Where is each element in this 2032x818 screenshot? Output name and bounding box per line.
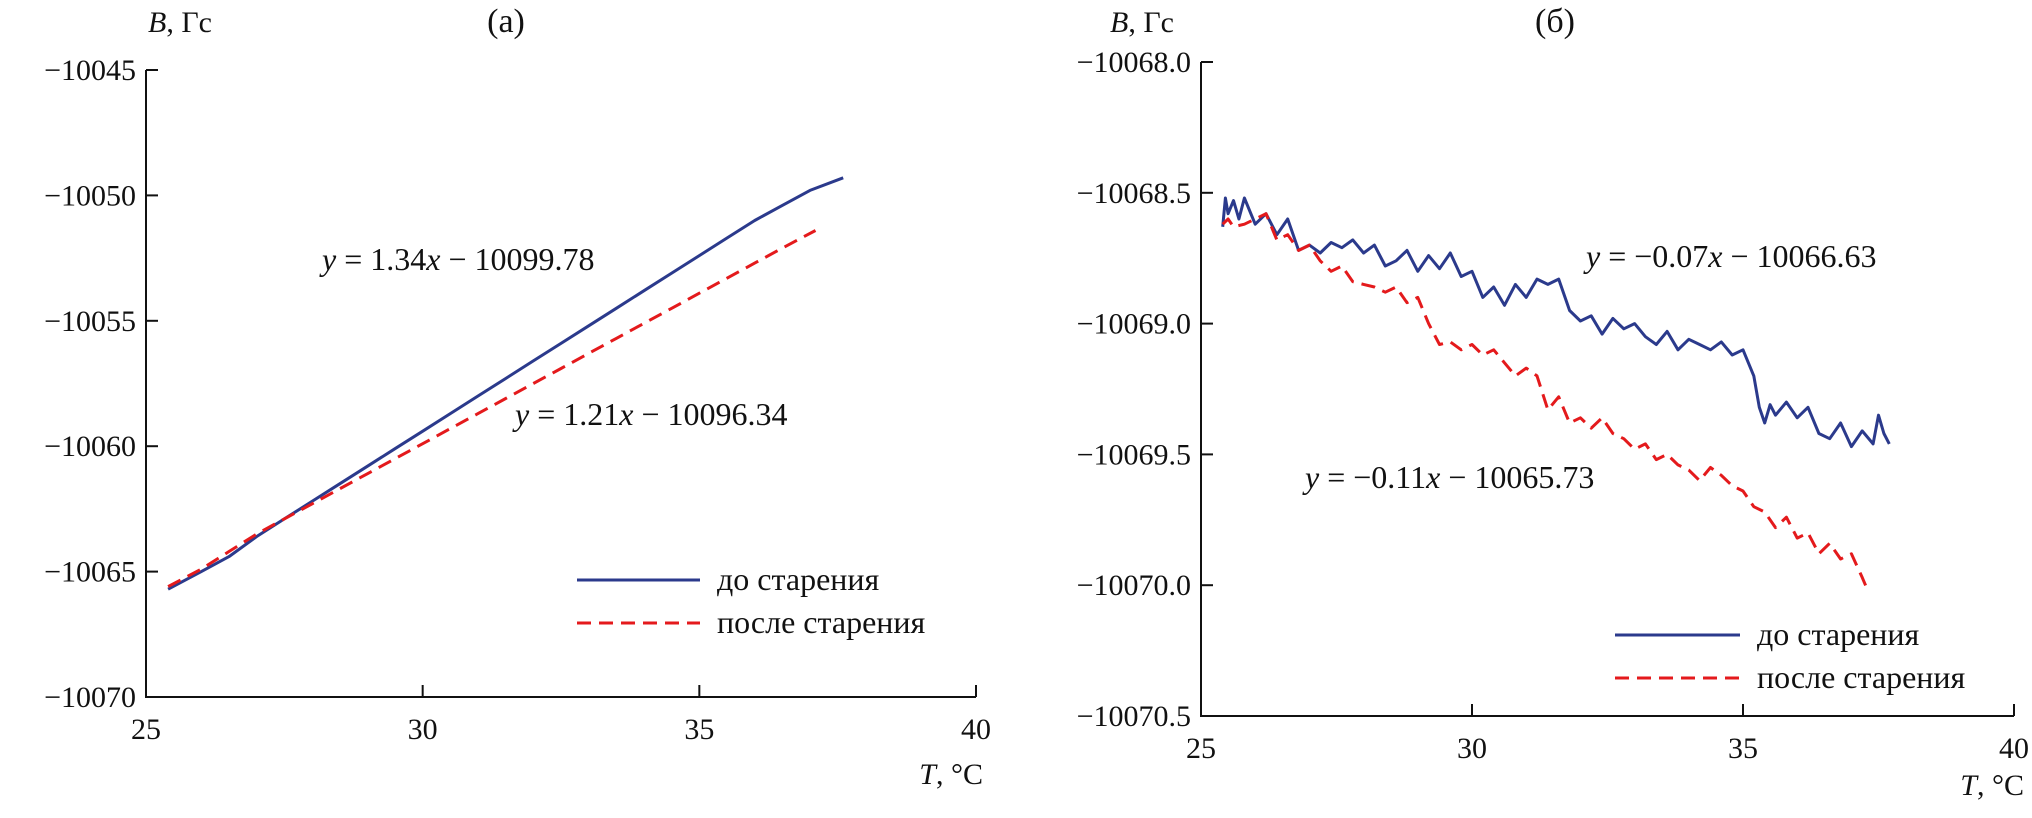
series-line-after-aging	[1221, 212, 1870, 591]
legend-label-before: до старения	[717, 561, 880, 597]
regression-equation: y = 1.21x − 10096.34	[512, 396, 788, 432]
y-tick-label: −10069.0	[1077, 308, 1191, 341]
equation-part: − 10066.63	[1723, 238, 1877, 274]
y-tick-label: −10070.0	[1077, 569, 1191, 602]
x-axis-unit: , °C	[1977, 769, 2024, 802]
x-tick-label: 30	[408, 713, 438, 746]
y-axis-label: B, Гс	[1110, 6, 1174, 39]
x-axis-label: T, °C	[1960, 769, 2024, 802]
x-axis-unit: , °C	[936, 758, 983, 791]
y-axis-variable: B	[148, 6, 166, 39]
y-tick-label: −10069.5	[1077, 438, 1191, 471]
equation-part: − 10099.78	[440, 241, 594, 277]
chart-panel-2: 25 30 35 40 −10070.5 −10070.0 −10069.5 −10069.0…	[1077, 3, 2029, 802]
x-tick-label: 25	[1186, 732, 1216, 765]
regression-equation: y = 1.34x − 10099.78	[319, 241, 595, 277]
x-tick-label: 40	[961, 713, 991, 746]
y-tick-label: −10050	[44, 179, 136, 212]
panel-label: (а)	[487, 3, 525, 40]
equation-part: = 1.21	[529, 396, 619, 432]
equation-part: = −0.07	[1600, 238, 1708, 274]
legend: до старения после старения	[577, 561, 926, 640]
y-tick-label: −10068.5	[1077, 177, 1191, 210]
equation-part: − 10096.34	[633, 396, 787, 432]
y-tick-label: −10070	[44, 681, 136, 714]
equation-part: y	[512, 396, 530, 432]
equation-part: x	[618, 396, 633, 432]
legend-label-after: после старения	[1757, 659, 1966, 695]
chart-panel-1: 25 30 35 40 −10070 −10065 −10060 −10055 −10050 −1…	[44, 3, 991, 791]
regression-equation: y = −0.11x − 10065.73	[1302, 459, 1594, 495]
x-tick-label: 40	[1999, 732, 2029, 765]
x-axis-label: T, °C	[919, 758, 983, 791]
legend: до старения после старения	[1615, 616, 1966, 695]
equation-part: x	[1707, 238, 1722, 274]
y-tick-label: −10070.5	[1077, 700, 1191, 733]
x-tick-label: 35	[1728, 732, 1758, 765]
x-tick-label: 25	[131, 713, 161, 746]
series-line-before-aging	[1221, 196, 1891, 449]
axes-frame	[145, 70, 976, 698]
y-tick-label: −10065	[44, 556, 136, 589]
equation-part: − 10065.73	[1440, 459, 1594, 495]
y-tick-label: −10045	[44, 54, 136, 87]
y-tick-label: −10055	[44, 305, 136, 338]
x-tick-label: 30	[1457, 732, 1487, 765]
y-axis-unit: , Гс	[166, 6, 212, 39]
equation-part: y	[1302, 459, 1320, 495]
legend-label-after: после старения	[717, 604, 926, 640]
equation-part: x	[1425, 459, 1440, 495]
equation-part: x	[425, 241, 440, 277]
x-tick-label: 35	[684, 713, 714, 746]
x-axis-variable: T	[1960, 769, 1979, 802]
y-axis-unit: , Гс	[1128, 6, 1174, 39]
equation-part: y	[319, 241, 337, 277]
equation-part: y	[1583, 238, 1601, 274]
equation-part: = 1.34	[336, 241, 426, 277]
y-axis-variable: B	[1110, 6, 1128, 39]
x-axis-variable: T	[919, 758, 938, 791]
y-tick-label: −10060	[44, 430, 136, 463]
y-tick-label: −10068.0	[1077, 46, 1191, 79]
panel-label: (б)	[1535, 3, 1575, 40]
equation-part: = −0.11	[1319, 459, 1426, 495]
regression-equation: y = −0.07x − 10066.63	[1583, 238, 1877, 274]
y-axis-label: B, Гс	[148, 6, 212, 39]
legend-label-before: до старения	[1757, 616, 1920, 652]
